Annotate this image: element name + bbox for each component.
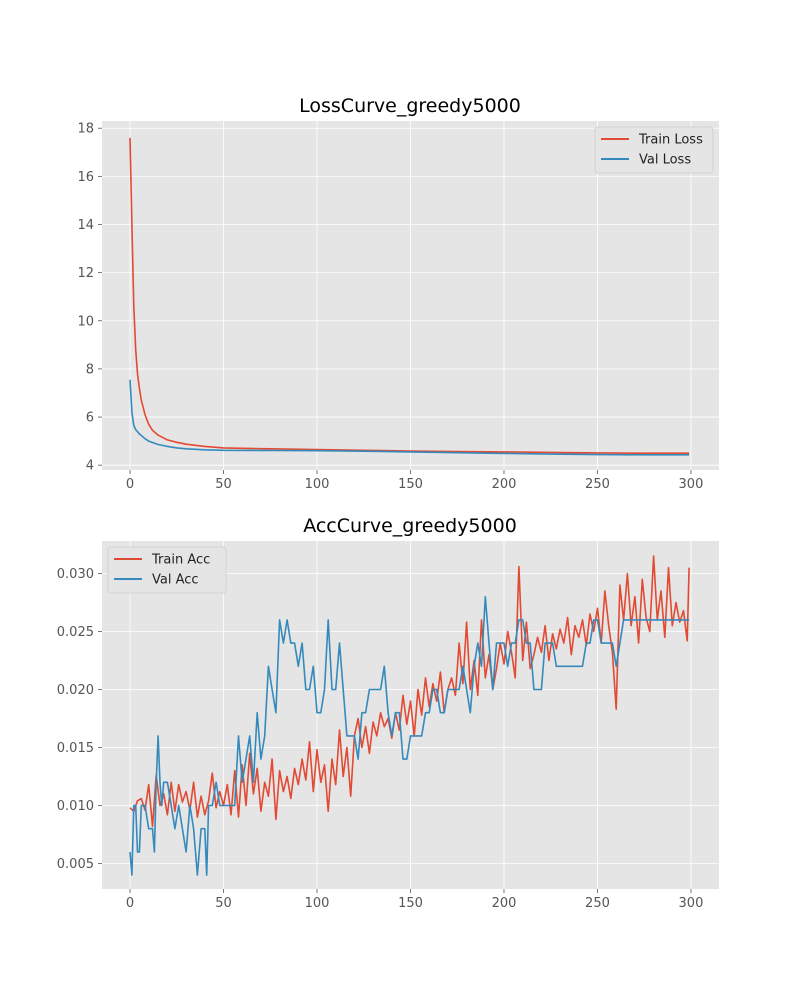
loss-legend-label-train-loss: Train Loss [638,133,703,148]
loss-y-tick-label: 10 [77,314,94,329]
accuracy-x-tick-label: 250 [585,896,610,911]
loss-x-tick-label: 100 [305,477,330,492]
loss-y-tick-label: 12 [77,266,94,281]
loss-x-tick-label: 250 [585,477,610,492]
loss-y-tick-label: 16 [77,170,94,185]
accuracy-y-tick-label: 0.030 [57,567,94,582]
loss-legend: Train Loss Val Loss [594,126,714,174]
accuracy-y-tick-label: 0.010 [57,799,94,814]
loss-x-tick-label: 300 [679,477,704,492]
loss-grid [102,121,719,470]
accuracy-legend-label-train-acc: Train Acc [151,553,210,568]
accuracy-y-tick-label: 0.015 [57,741,94,756]
loss-ticks: 0 50 100 150 200 250 300 4 6 8 10 12 14 16 18 [77,122,703,492]
accuracy-chart-title: AccCurve_greedy5000 [303,515,517,537]
accuracy-x-tick-label: 150 [398,896,423,911]
accuracy-ticks: 0 50 100 150 200 250 300 0.005 0.010 0.015 0.020 0.… [57,567,704,911]
accuracy-x-tick-label: 200 [492,896,517,911]
loss-x-tick-label: 0 [126,477,134,492]
loss-series-val-loss [129,379,690,456]
loss-y-tick-label: 6 [86,411,94,426]
loss-series-train-loss [129,137,690,455]
loss-series [129,137,690,456]
loss-chart-title: LossCurve_greedy5000 [299,95,521,117]
accuracy-x-tick-label: 50 [215,896,232,911]
loss-y-tick-label: 18 [77,122,94,137]
loss-x-tick-label: 50 [215,477,232,492]
loss-y-tick-label: 4 [86,459,94,474]
accuracy-chart: 0 50 100 150 200 250 300 0.005 0.010 0.015 0.020 0.… [57,515,719,911]
loss-legend-label-val-loss: Val Loss [639,153,691,168]
accuracy-series [129,555,690,876]
accuracy-legend-label-val-acc: Val Acc [152,573,199,588]
accuracy-x-tick-label: 100 [305,896,330,911]
loss-x-tick-label: 200 [492,477,517,492]
accuracy-x-tick-label: 0 [126,896,134,911]
accuracy-grid [102,541,719,889]
accuracy-legend: Train Acc Val Acc [107,546,227,594]
loss-y-tick-label: 8 [86,362,94,377]
accuracy-y-tick-label: 0.020 [57,683,94,698]
accuracy-y-tick-label: 0.005 [57,857,94,872]
loss-chart: 0 50 100 150 200 250 300 4 6 8 10 12 14 16 18 LossCurv… [77,95,719,492]
accuracy-series-val-acc [129,595,690,876]
loss-y-tick-label: 14 [77,218,94,233]
accuracy-y-tick-label: 0.025 [57,625,94,640]
loss-x-tick-label: 150 [398,477,423,492]
accuracy-x-tick-label: 300 [679,896,704,911]
